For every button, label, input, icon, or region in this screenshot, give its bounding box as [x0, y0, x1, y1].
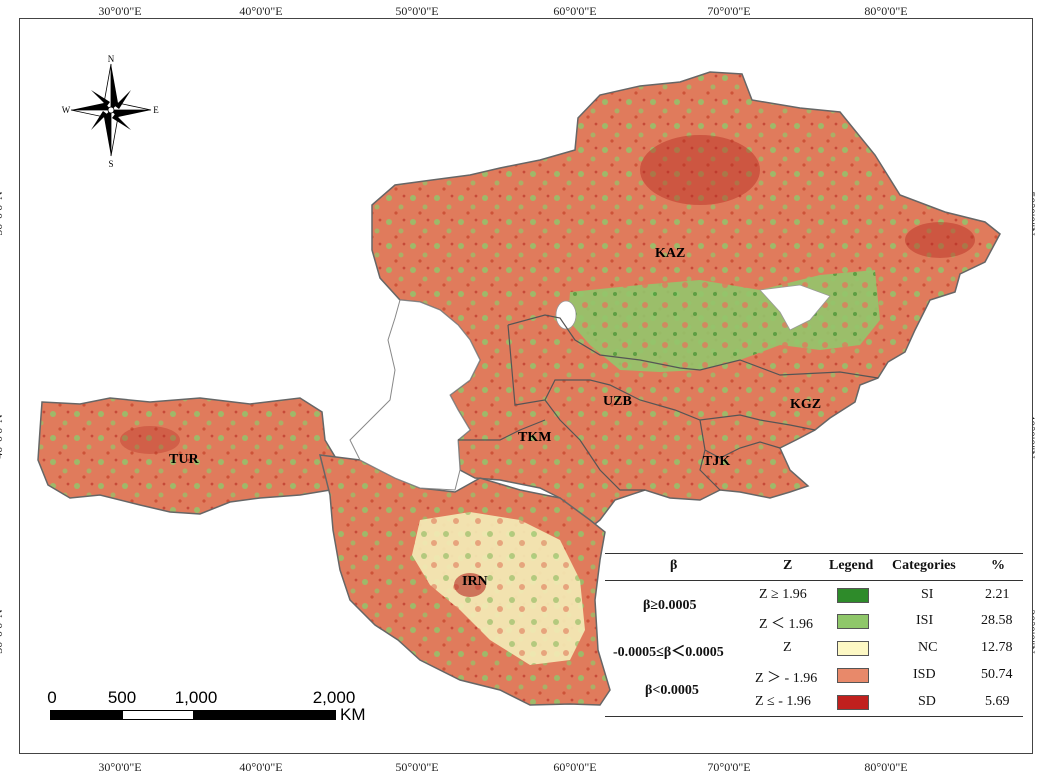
legend-row-nc-percent: 12.78: [981, 640, 1013, 655]
legend-row-si-z: Z ≥ 1.96: [759, 587, 807, 602]
label-tur: TUR: [169, 452, 199, 467]
legend-swatch-isi: [837, 614, 869, 629]
legend-table: β Z Legend Categories % β≥0.0005 -0.0005…: [605, 553, 1023, 718]
lon-label-top-50: 50°0'0"E: [395, 4, 439, 18]
lon-label-bottom-30: 30°0'0"E: [98, 760, 142, 774]
legend-header-rule: [605, 580, 1023, 581]
scale-seg-1: [50, 710, 122, 720]
legend-row-nc-z: Z: [783, 640, 792, 655]
legend-row-sd-percent: 5.69: [985, 694, 1010, 709]
legend-header-categories: Categories: [892, 558, 956, 573]
lon-label-bottom-40: 40°0'0"E: [239, 760, 283, 774]
compass-e: E: [153, 105, 159, 115]
irn-hotspot: [454, 573, 486, 597]
legend-bottom-rule: [605, 716, 1023, 717]
label-irn: IRN: [462, 574, 488, 589]
scale-bar: 0 500 1,000 2,000 KM: [47, 688, 365, 724]
scale-unit: KM: [340, 705, 366, 724]
label-tkm: TKM: [518, 430, 551, 445]
lon-label-top-70: 70°0'0"E: [707, 4, 751, 18]
scale-tick-2000: 2,000: [312, 688, 356, 707]
label-kaz: KAZ: [655, 246, 685, 261]
compass-s: S: [108, 159, 113, 169]
lon-label-top-60: 60°0'0"E: [553, 4, 597, 18]
label-uzb: UZB: [603, 394, 632, 409]
turkey-land: [37, 397, 346, 515]
scale-seg-3: [194, 710, 336, 720]
legend-row-si-percent: 2.21: [985, 587, 1010, 602]
legend-row-isi-z: Z ＜ 1.96: [759, 617, 814, 632]
legend-row-nc-category: NC: [918, 640, 938, 655]
legend-row-sd-z: Z ≤ - 1.96: [755, 694, 811, 709]
lon-label-bottom-70: 70°0'0"E: [707, 760, 751, 774]
legend-row-sd-category: SD: [918, 694, 936, 709]
scale-tick-500: 500: [107, 688, 137, 707]
label-tjk: TJK: [703, 454, 730, 469]
lake-aral: [555, 300, 577, 330]
scale-tick-1000: 1,000: [174, 688, 218, 707]
legend-swatch-nc: [837, 641, 869, 656]
caspian-sea: [349, 299, 481, 491]
kaz-east-hotspot: [905, 222, 975, 258]
north-arrow-icon: N S E W: [62, 54, 160, 169]
lon-label-top-30: 30°0'0"E: [98, 4, 142, 18]
legend-row-isd-category: ISD: [913, 667, 936, 682]
legend-header-percent: %: [991, 558, 1005, 573]
legend-swatch-isd: [837, 668, 869, 683]
legend-top-rule: [605, 553, 1023, 554]
legend-row-isd-percent: 50.74: [981, 667, 1013, 682]
label-kgz: KGZ: [790, 397, 821, 412]
legend-row-isi-percent: 28.58: [981, 613, 1013, 628]
legend-swatch-si: [837, 588, 869, 603]
scale-seg-2: [122, 710, 194, 720]
legend-row-isd-z: Z ＞ - 1.96: [755, 671, 818, 686]
lake-balkhash: [759, 284, 831, 331]
legend-header-beta: β: [670, 558, 678, 573]
beta-group-positive: β≥0.0005: [643, 598, 697, 613]
kaz-hotspot: [640, 135, 760, 205]
iran-desert: [412, 512, 585, 665]
lon-label-top-80: 80°0'0"E: [864, 4, 908, 18]
compass-n: N: [108, 54, 115, 64]
internal-borders: [458, 314, 879, 491]
legend-swatch-sd: [837, 695, 869, 710]
compass-w: W: [62, 105, 71, 115]
beta-group-neutral: -0.0005≤β＜0.0005: [613, 645, 724, 660]
lon-label-bottom-60: 60°0'0"E: [553, 760, 597, 774]
legend-header-z: Z: [783, 558, 793, 573]
lon-label-bottom-50: 50°0'0"E: [395, 760, 439, 774]
tur-hotspot: [120, 426, 180, 454]
legend-row-si-category: SI: [921, 587, 934, 602]
lon-label-top-40: 40°0'0"E: [239, 4, 283, 18]
legend-row-isi-category: ISI: [916, 613, 934, 628]
beta-group-negative: β<0.0005: [645, 683, 699, 698]
lon-label-bottom-80: 80°0'0"E: [864, 760, 908, 774]
legend-header-legend: Legend: [829, 558, 874, 573]
scale-tick-0: 0: [47, 688, 57, 707]
